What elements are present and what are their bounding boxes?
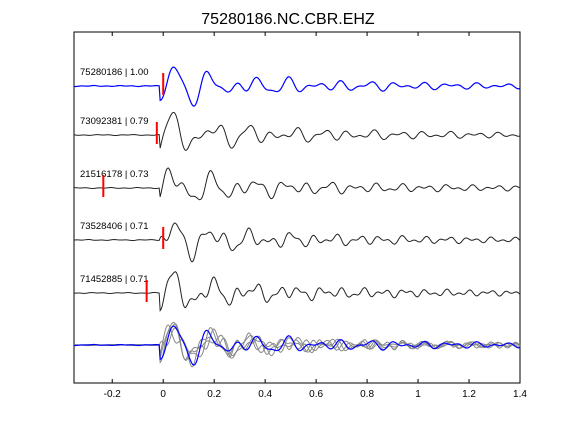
x-tick-label: 0.2 bbox=[207, 389, 221, 400]
traces-layer bbox=[73, 66, 521, 368]
trace-labels-layer: 75280186 | 1.00 73092381 | 0.79 21516178 |… bbox=[80, 67, 149, 285]
x-axis-ticks: -0.2 0 0.2 0.4 0.6 0.8 1 1.2 1.4 bbox=[104, 32, 527, 400]
trace-label: 73092381 | 0.79 bbox=[80, 116, 149, 127]
x-tick-label: 0.8 bbox=[360, 389, 374, 400]
trace-line bbox=[73, 222, 521, 263]
x-tick-label: 0.4 bbox=[258, 389, 272, 400]
x-tick-label: 0 bbox=[160, 389, 166, 400]
trace-label: 75280186 | 1.00 bbox=[80, 67, 149, 78]
trace-label: 73528406 | 0.71 bbox=[80, 221, 149, 232]
x-tick-label: 0.6 bbox=[309, 389, 323, 400]
trace-line bbox=[73, 111, 521, 151]
x-tick-label: 1.2 bbox=[462, 389, 476, 400]
x-tick-label: -0.2 bbox=[104, 389, 122, 400]
trace-label: 21516178 | 0.73 bbox=[80, 169, 149, 180]
plot-area-frame bbox=[73, 31, 521, 384]
pick-markers-layer bbox=[102, 73, 165, 302]
x-tick-label: 1.4 bbox=[513, 389, 527, 400]
trace-line bbox=[73, 167, 521, 201]
chart-title: 75280186.NC.CBR.EHZ bbox=[201, 11, 375, 28]
x-tick-label: 1 bbox=[415, 389, 421, 400]
trace-label: 71452885 | 0.71 bbox=[80, 274, 149, 285]
overlay-reference-trace-line bbox=[73, 325, 521, 366]
trace-line bbox=[73, 271, 521, 312]
trace-line bbox=[73, 66, 521, 107]
